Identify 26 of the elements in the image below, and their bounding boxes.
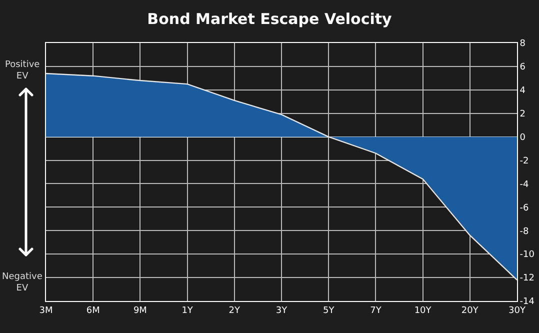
y-tick-label: 2: [520, 110, 526, 120]
x-tick-label: 30Y: [508, 306, 526, 316]
x-tick-label: 3M: [39, 306, 53, 316]
x-tick-label: 20Y: [461, 306, 479, 316]
y-tick-label: -2: [520, 156, 529, 166]
text: Negative EV: [2, 272, 43, 294]
x-tick-label: 1Y: [182, 306, 194, 316]
x-tick-label: 7Y: [370, 306, 382, 316]
y-tick-label: -10: [520, 250, 535, 260]
y-tick-label: -14: [520, 297, 535, 308]
text: Positive EV: [5, 60, 40, 82]
x-tick-label: 9M: [133, 306, 147, 316]
y-tick-label: -12: [520, 274, 535, 284]
y-tick-label: -6: [520, 203, 530, 214]
x-tick-label: 3Y: [276, 306, 288, 316]
y-tick-label: 6: [520, 62, 526, 73]
y-tick-label: 0: [520, 132, 526, 143]
chart-title: Bond Market Escape Velocity: [147, 10, 392, 28]
x-tick-label: 5Y: [322, 306, 335, 316]
x-tick-label: 6M: [86, 306, 100, 316]
y-tick-label: 8: [520, 39, 526, 50]
x-tick-label: 2Y: [228, 306, 241, 316]
y-tick-label: 4: [520, 86, 526, 96]
y-tick-label: -4: [520, 180, 530, 190]
y-tick-label: -8: [520, 226, 530, 237]
x-tick-label: 10Y: [414, 306, 432, 316]
